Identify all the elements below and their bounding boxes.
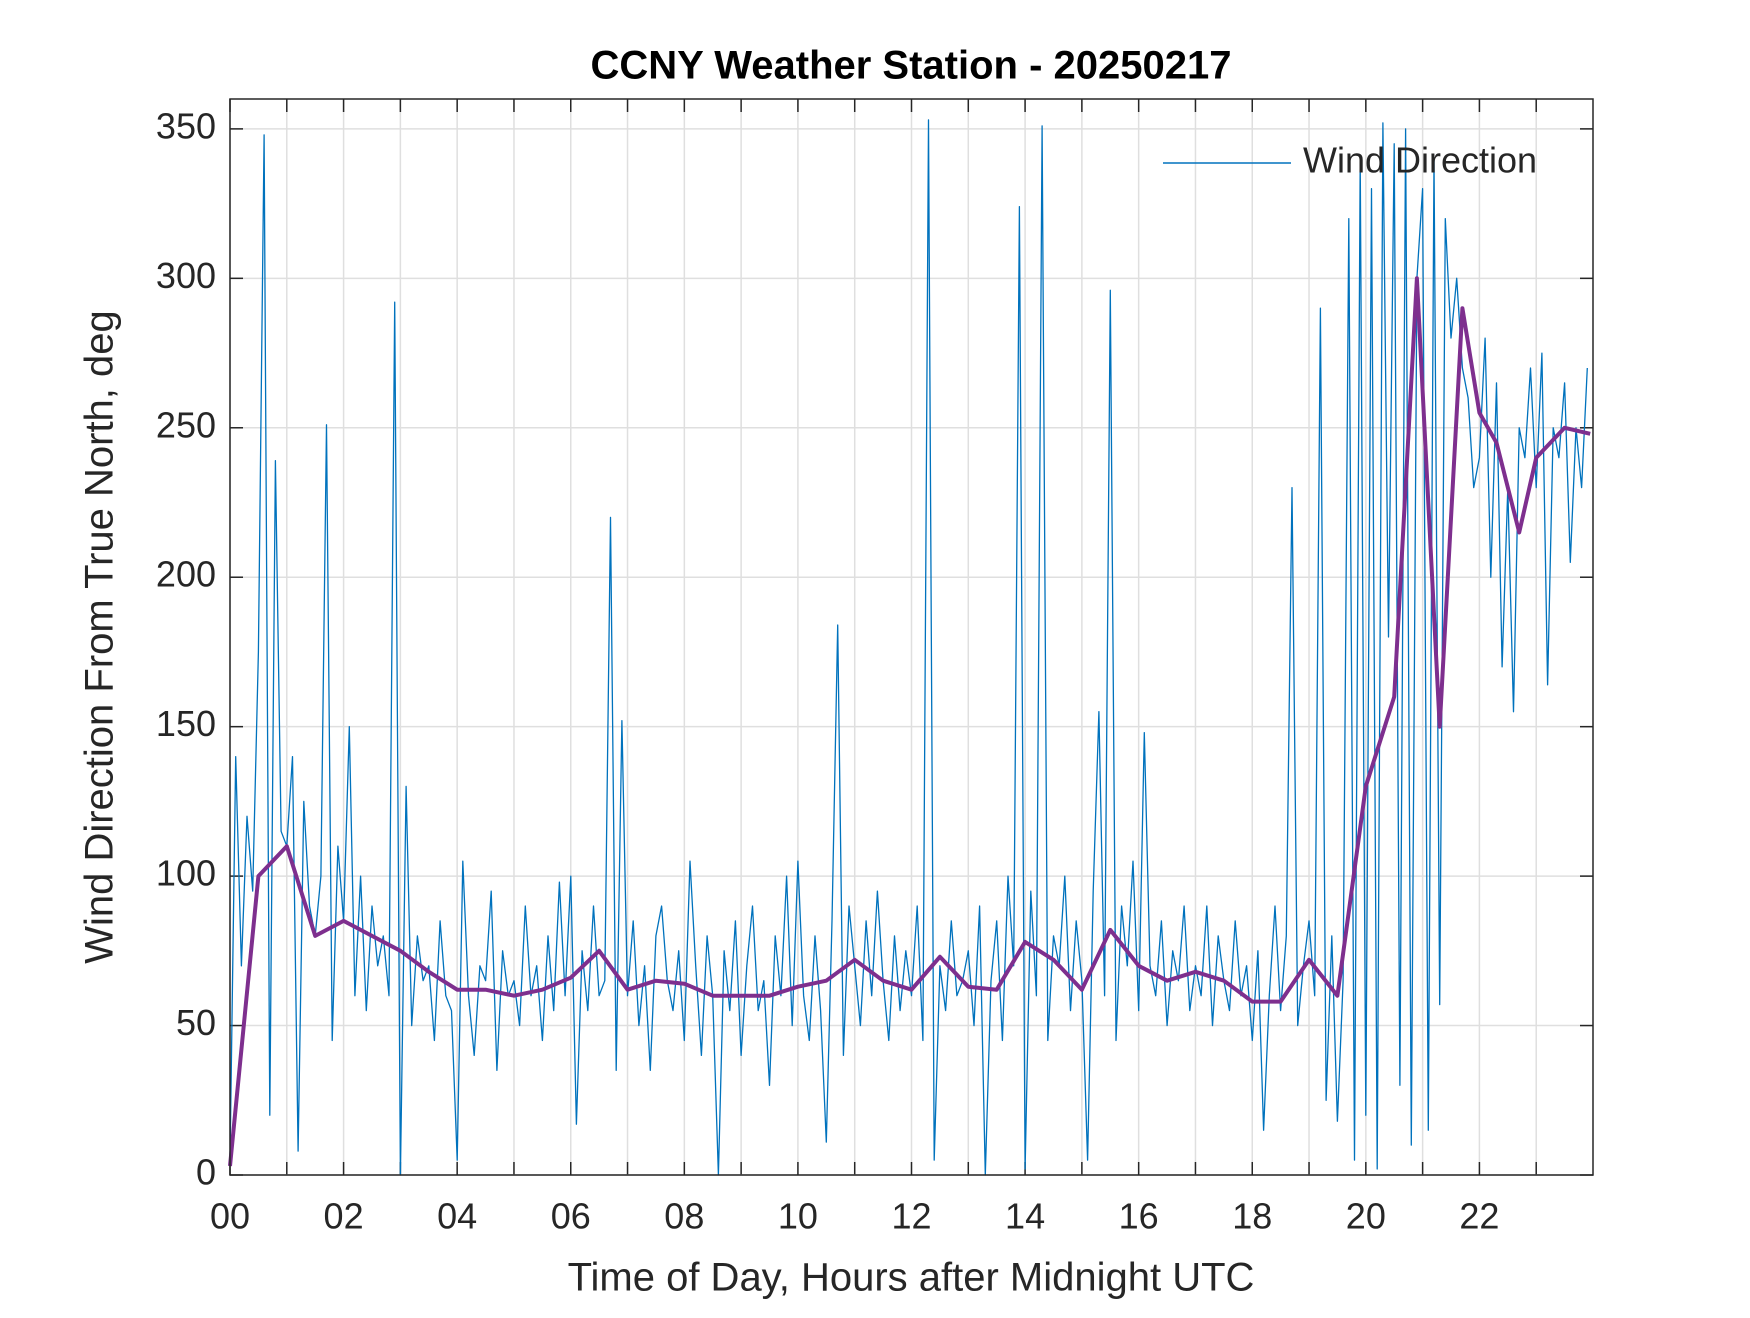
x-tick-label: 00	[210, 1196, 250, 1237]
legend-label: Wind Direction	[1303, 140, 1537, 181]
y-tick-label: 300	[156, 255, 216, 296]
x-tick-label: 12	[891, 1196, 931, 1237]
x-tick-label: 04	[437, 1196, 477, 1237]
y-tick-label: 50	[176, 1002, 216, 1043]
plot-area: 00 02 04 06 08 10 12 14 16 18 20 22 0 50 100 150 200 250 3…	[156, 98, 1594, 1237]
x-axis-label: Time of Day, Hours after Midnight UTC	[568, 1256, 1255, 1300]
data-line	[228, 276, 1591, 1167]
y-tick-label: 350	[156, 105, 216, 146]
x-tick-label: 10	[778, 1196, 818, 1237]
x-tick-label: 02	[324, 1196, 364, 1237]
x-tick-label: 06	[551, 1196, 591, 1237]
y-tick-label: 200	[156, 554, 216, 595]
x-tick-label: 14	[1005, 1196, 1045, 1237]
y-tick-label: 150	[156, 703, 216, 744]
chart-title: CCNY Weather Station - 20250217	[591, 44, 1232, 88]
x-tick-label: 08	[664, 1196, 704, 1237]
x-tick-label: 20	[1346, 1196, 1386, 1237]
data-line	[229, 119, 1588, 1176]
y-axis-label: Wind Direction From True North, deg	[78, 310, 122, 964]
axes-box	[229, 98, 1594, 1176]
y-tick-label: 100	[156, 853, 216, 894]
x-tick-label: 22	[1459, 1196, 1499, 1237]
y-tick-label: 250	[156, 404, 216, 445]
x-tick-label: 18	[1232, 1196, 1272, 1237]
x-tick-label: 16	[1119, 1196, 1159, 1237]
y-tick-label: 0	[196, 1152, 216, 1193]
